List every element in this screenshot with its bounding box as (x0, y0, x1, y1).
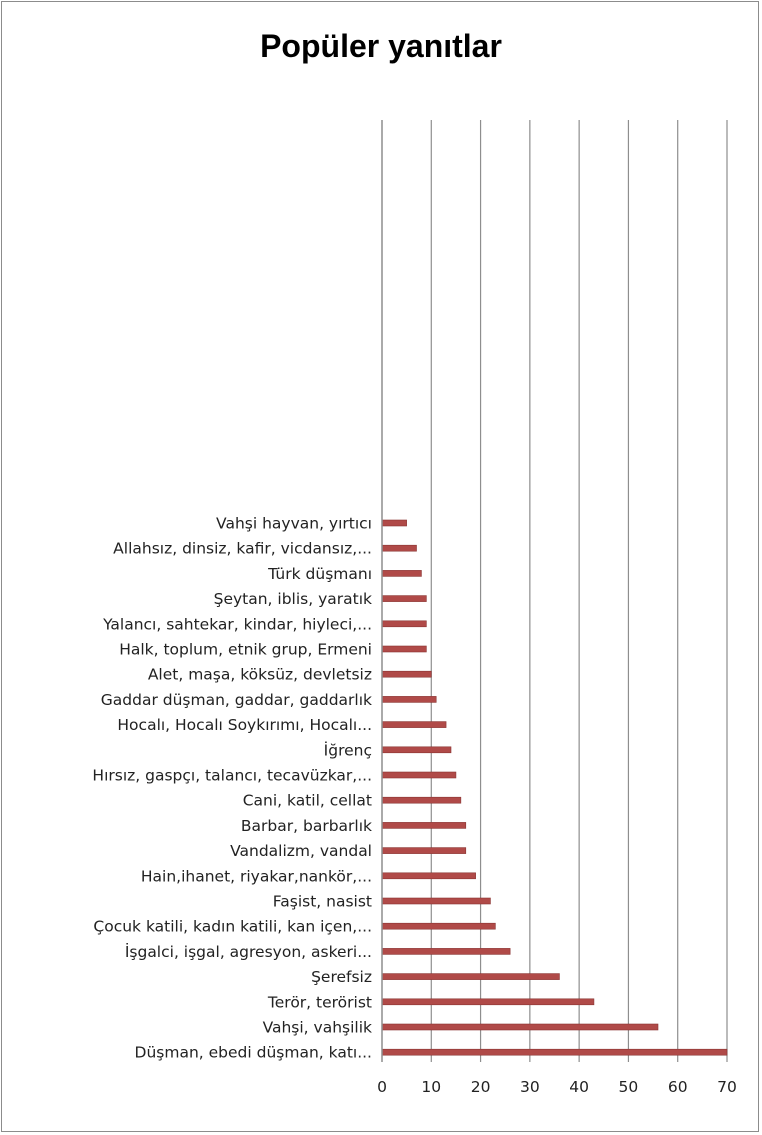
category-label: Gaddar düşman, gaddar, gaddarlık (101, 691, 372, 709)
bar (381, 721, 447, 728)
tick-labels: 0 10 20 30 40 50 60 70 (377, 1078, 737, 1096)
bars (381, 519, 728, 1056)
x-tick-label: 0 (377, 1078, 387, 1096)
x-tick-label: 30 (520, 1078, 540, 1096)
bar (381, 771, 457, 779)
grid-lines (430, 120, 728, 1062)
category-label: Cani, katil, cellat (243, 792, 372, 810)
bar (381, 1023, 659, 1031)
category-label: Faşist, nasist (273, 893, 372, 911)
category-label: Alet, maşa, köksüz, devletsiz (148, 666, 372, 684)
x-tick-label: 70 (717, 1078, 737, 1096)
category-label: Vahşi hayvan, yırtıcı (216, 515, 372, 533)
category-label: Düşman, ebedi düşman, katı... (135, 1044, 372, 1062)
category-label: Türk düşmanı (267, 565, 372, 583)
category-label: Şeytan, iblis, yaratık (214, 590, 372, 608)
bar (381, 998, 595, 1006)
bar (381, 796, 462, 804)
bar (381, 645, 427, 653)
category-label: Hocalı, Hocalı Soykırımı, Hocalı... (117, 716, 372, 734)
x-tick-label: 40 (569, 1078, 589, 1096)
bar (381, 620, 427, 628)
category-label: Vandalizm, vandal (230, 842, 372, 860)
bar (381, 872, 476, 880)
category-label: Allahsız, dinsiz, kafir, vicdansız,... (113, 540, 372, 558)
category-label: Hırsız, gaspçı, talancı, tecavüzkar,... (92, 767, 372, 785)
category-label: Hain,ihanet, riyakar,nankör,... (141, 867, 372, 885)
bar (381, 1048, 728, 1056)
x-tick-label: 50 (619, 1078, 639, 1096)
bar (381, 973, 560, 980)
bar (381, 922, 496, 930)
category-label: Barbar, barbarlık (241, 817, 372, 835)
category-label: İğrenç (324, 740, 372, 759)
bar (381, 696, 437, 703)
bar (381, 670, 432, 678)
x-tick-label: 10 (421, 1078, 441, 1096)
category-label: Şerefsiz (311, 968, 372, 986)
category-labels: Vahşi hayvan, yırtıcı Allahsız, dinsiz, k… (92, 515, 372, 1062)
bar (381, 570, 422, 577)
category-label: Halk, toplum, etnik grup, Ermeni (119, 641, 372, 659)
category-label: Yalancı, sahtekar, kindar, hiyleci,... (102, 615, 372, 633)
x-tick-label: 20 (471, 1078, 491, 1096)
chart-title: Popüler yanıtlar (260, 28, 502, 64)
category-label: Terör, terörist (267, 993, 372, 1011)
category-label: İşgalci, işgal, agresyon, askeri... (125, 942, 372, 961)
x-tick-label: 60 (668, 1078, 688, 1096)
bar (381, 595, 427, 602)
bar (381, 746, 452, 754)
bar (381, 847, 467, 854)
category-label: Vahşi, vahşilik (263, 1019, 372, 1037)
bar (381, 519, 407, 527)
bar (381, 822, 467, 829)
bar (381, 948, 511, 955)
bar (381, 897, 491, 905)
bar (381, 544, 417, 552)
category-label: Çocuk katili, kadın katili, kan içen,... (93, 918, 372, 936)
